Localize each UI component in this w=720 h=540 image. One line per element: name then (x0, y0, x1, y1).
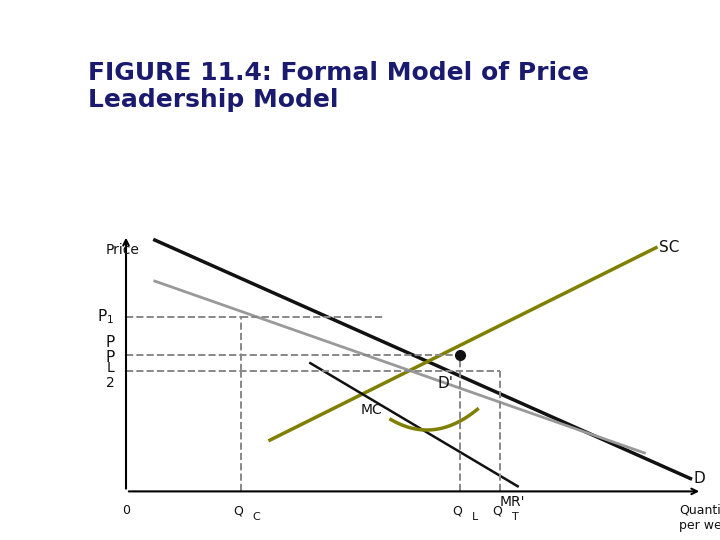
Text: T: T (512, 512, 518, 522)
Text: Q: Q (233, 504, 243, 517)
Text: Price: Price (106, 242, 140, 256)
Text: P: P (105, 350, 114, 365)
Text: MC: MC (361, 403, 382, 417)
Text: Q: Q (452, 504, 462, 517)
Text: FIGURE 11.4: Formal Model of Price
Leadership Model: FIGURE 11.4: Formal Model of Price Leade… (88, 60, 589, 112)
Text: 2: 2 (106, 376, 114, 390)
Text: Q: Q (492, 504, 503, 517)
Text: D': D' (437, 376, 453, 391)
Text: P: P (105, 335, 114, 350)
Text: MR': MR' (499, 495, 525, 509)
Text: L: L (472, 512, 478, 522)
Text: P$_1$: P$_1$ (97, 308, 114, 326)
Text: L: L (107, 361, 114, 375)
Text: 33: 33 (18, 501, 50, 525)
Text: 0: 0 (122, 504, 130, 517)
Text: Quantity
per week: Quantity per week (679, 504, 720, 532)
Text: D: D (693, 471, 705, 486)
Text: C: C (253, 512, 261, 522)
Text: SC: SC (659, 240, 679, 255)
